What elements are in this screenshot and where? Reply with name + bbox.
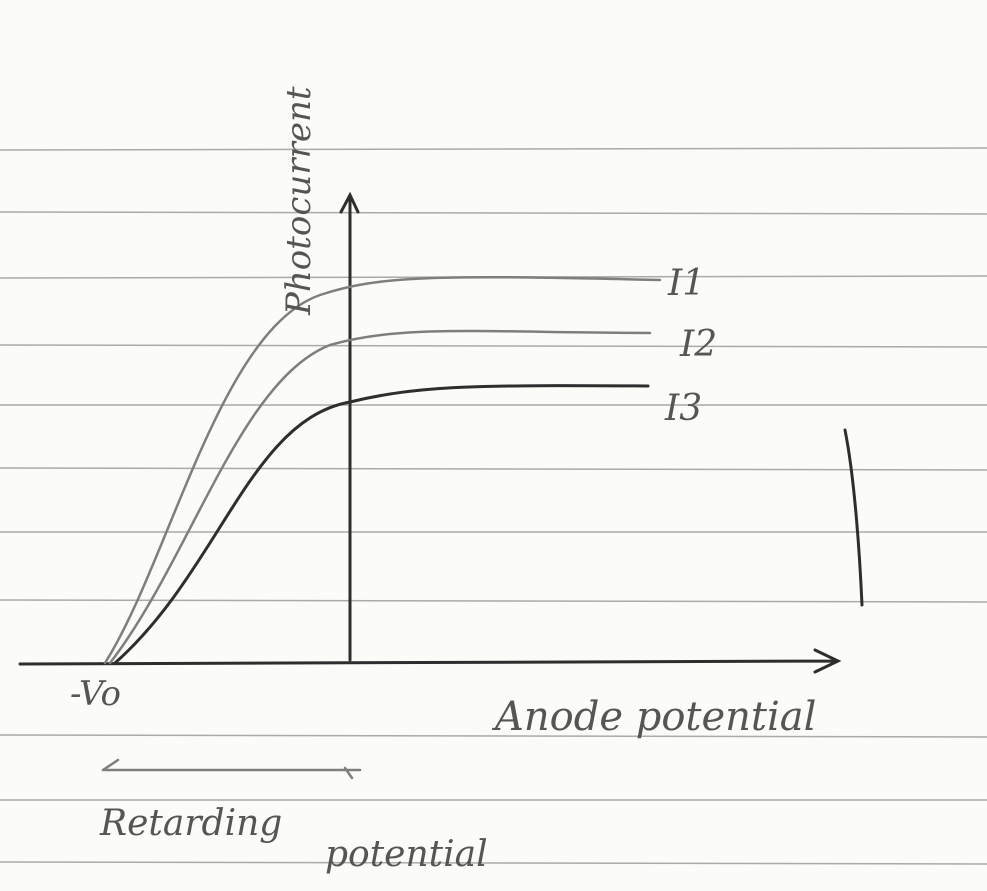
y-axis-label: Photocurrent [279,86,319,316]
x-axis-label: Anode potential [491,694,816,740]
retarding-label: Retarding [99,803,282,844]
origin-label: -Vo [70,674,121,714]
notebook-page: Photocurrent Anode potential -Vo Retardi… [0,0,987,891]
paper [0,0,987,891]
curve-label: I1 [667,263,705,304]
retarding-label-2: potential [325,834,488,875]
curve-label: I3 [664,388,702,429]
curve-label: I2 [679,324,717,365]
